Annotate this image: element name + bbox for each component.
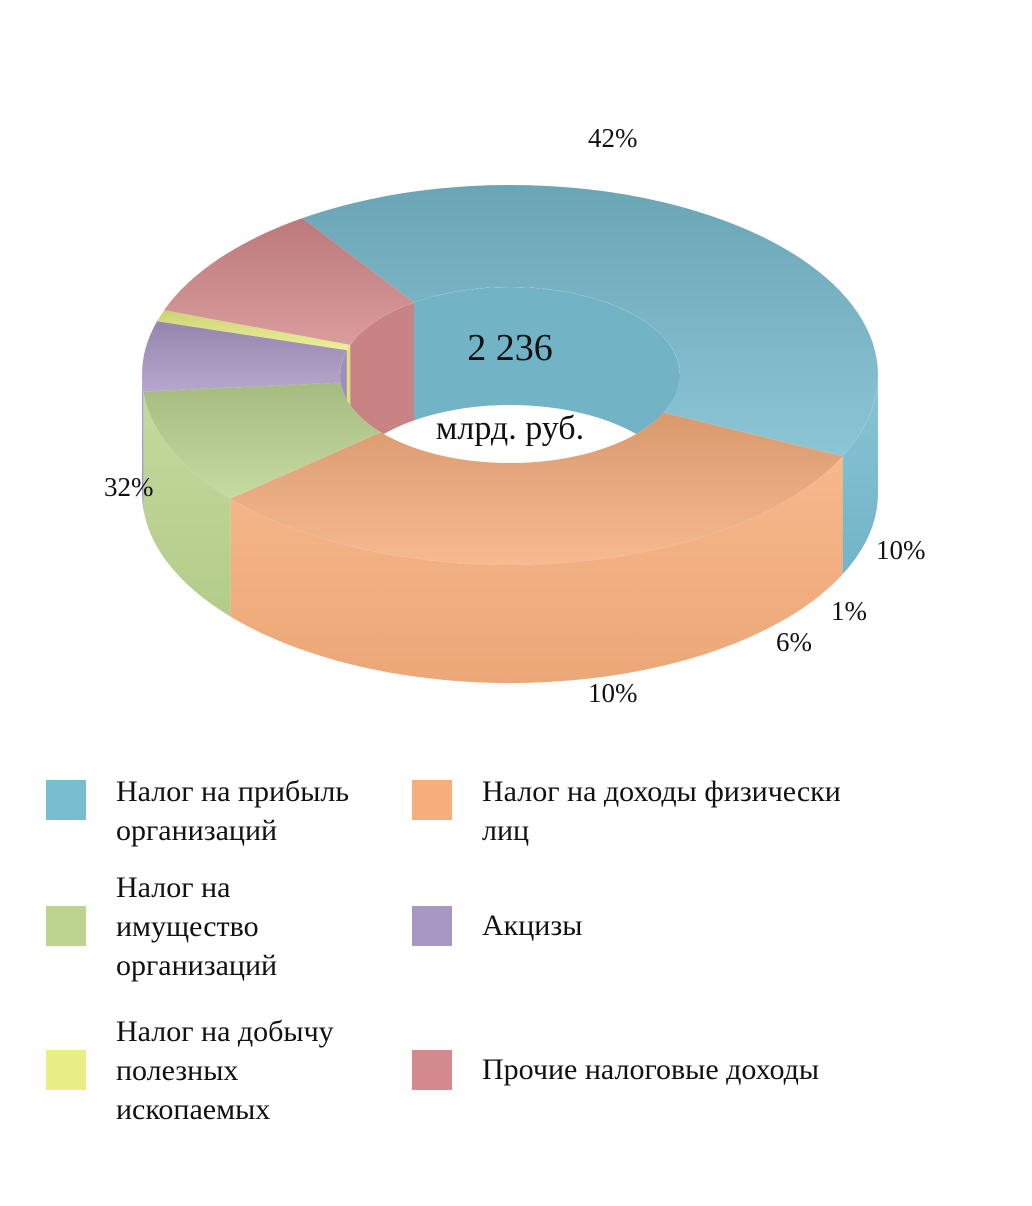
legend-label: Прочие налоговые доходы bbox=[482, 1053, 820, 1086]
center-total-unit: млрд. руб. bbox=[435, 410, 585, 447]
slice-1-top bbox=[302, 185, 879, 457]
slice-4-top bbox=[142, 321, 347, 392]
legend: Налог на прибыль организаций Налог на до… bbox=[0, 740, 1032, 1180]
slice-1-outer-wall bbox=[842, 375, 878, 575]
slice-4-outer-wall bbox=[142, 375, 144, 510]
slice-6-top bbox=[164, 218, 415, 345]
legend-label: Налог на добычу полезных ископаемых bbox=[116, 1015, 334, 1126]
data-label-slice-1: 42% bbox=[588, 123, 638, 153]
slice-5-top bbox=[156, 310, 351, 351]
legend-swatch bbox=[412, 906, 452, 946]
data-label-slice-3: 10% bbox=[588, 678, 638, 708]
legend-swatch bbox=[412, 1050, 452, 1090]
legend-swatch bbox=[46, 1050, 86, 1090]
donut-chart bbox=[142, 185, 879, 684]
data-label-slice-6: 10% bbox=[876, 535, 926, 565]
donut-top bbox=[142, 185, 879, 565]
legend-label: Налог на доходы физически лиц bbox=[482, 775, 841, 847]
data-label-slice-4: 6% bbox=[776, 627, 812, 657]
center-total-value: 2 236 bbox=[467, 327, 553, 369]
slice-2-outer-wall bbox=[230, 456, 843, 684]
slice-2-top bbox=[230, 412, 843, 565]
slice-3-outer-wall bbox=[143, 391, 231, 617]
slice-1-inner-wall bbox=[414, 287, 680, 463]
data-label-slice-5: 1% bbox=[831, 596, 867, 626]
data-label-slice-2: 32% bbox=[104, 472, 154, 502]
legend-label: Налог на имущество организаций bbox=[116, 871, 278, 982]
donut-depth bbox=[142, 375, 878, 684]
legend-swatch bbox=[46, 906, 86, 946]
legend-label: Акцизы bbox=[482, 909, 583, 942]
legend-swatch bbox=[46, 780, 86, 820]
legend-label: Налог на прибыль организаций bbox=[116, 775, 350, 847]
donut-hole bbox=[340, 287, 680, 463]
legend-swatch bbox=[412, 780, 452, 820]
slice-3-top bbox=[143, 382, 381, 499]
